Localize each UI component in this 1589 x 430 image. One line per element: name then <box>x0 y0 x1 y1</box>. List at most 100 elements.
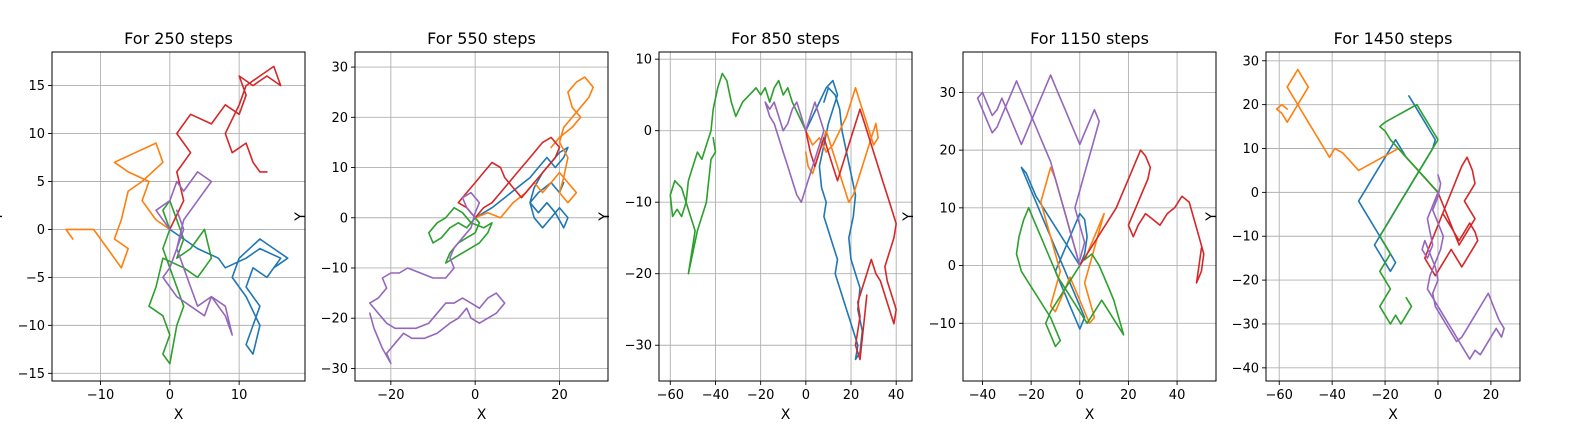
y-tick-label: 10 <box>939 201 956 216</box>
x-tick-label: 10 <box>231 388 248 403</box>
walk-line-1 <box>805 79 864 361</box>
x-tick-label: 0 <box>802 388 810 403</box>
x-axis-label: X <box>1085 407 1095 423</box>
walk-line-3 <box>148 199 213 365</box>
y-tick-label: −20 <box>1232 274 1259 289</box>
walk-line-5 <box>976 74 1100 267</box>
walk-series-group <box>669 72 897 361</box>
y-tick-label: −20 <box>625 267 652 282</box>
y-tick-label: −5 <box>26 271 45 286</box>
walk-line-4 <box>1079 149 1205 284</box>
walk-line-1 <box>1020 166 1088 330</box>
axes-frame <box>354 51 609 382</box>
y-tick-label: 10 <box>28 127 45 142</box>
x-tick-label: 0 <box>471 388 479 403</box>
subplot-5: −60 −40 −20 0 20 −40 −30 −20 −10 0 10 20 30 For 1450 … <box>1204 29 1521 423</box>
y-tick-label: 0 <box>1251 186 1259 201</box>
walk-line-2 <box>805 87 879 203</box>
walk-series-group <box>369 76 594 365</box>
x-tick-label: 0 <box>166 388 174 403</box>
axes-frame <box>962 51 1217 382</box>
x-tick-label: 0 <box>1076 388 1084 403</box>
x-tick-label: 20 <box>551 388 568 403</box>
y-tick-label: 10 <box>1242 142 1259 157</box>
walk-line-5 <box>155 171 233 336</box>
y-axis-label: Y <box>597 212 613 222</box>
x-tick-label: −20 <box>1371 388 1398 403</box>
x-tick-label: −40 <box>1318 388 1345 403</box>
y-axis-label: Y <box>0 212 6 222</box>
subplot-3: −60 −40 −20 0 20 40 −30 −20 −10 0 10 For 850 steps X… <box>597 29 913 423</box>
y-tick-label: −40 <box>1232 361 1259 376</box>
walk-series-group <box>976 74 1205 348</box>
y-tick-label: 20 <box>1242 98 1259 113</box>
y-axis-label: Y <box>1204 212 1220 222</box>
x-tick-label: 20 <box>1120 388 1137 403</box>
walk-line-3 <box>1015 207 1125 348</box>
walk-line-2 <box>1275 68 1439 194</box>
y-tick-label: 0 <box>37 223 45 238</box>
subplot-title: For 1150 steps <box>1030 29 1149 48</box>
x-tick-label: 40 <box>1169 388 1186 403</box>
x-tick-label: −20 <box>1017 388 1044 403</box>
x-tick-label: −10 <box>87 388 114 403</box>
x-tick-label: 0 <box>1434 388 1442 403</box>
walk-series-group <box>1275 68 1505 360</box>
y-tick-label: 10 <box>331 161 348 176</box>
x-tick-label: −20 <box>747 388 774 403</box>
y-tick-label: 0 <box>948 259 956 274</box>
y-tick-label: 30 <box>1242 54 1259 69</box>
y-tick-label: −30 <box>321 362 348 377</box>
y-tick-label: −10 <box>18 319 45 334</box>
x-tick-label: −40 <box>702 388 729 403</box>
x-tick-label: 20 <box>1483 388 1500 403</box>
y-tick-label: −15 <box>18 367 45 382</box>
x-tick-label: −60 <box>1266 388 1293 403</box>
y-tick-label: −10 <box>1232 230 1259 245</box>
y-tick-label: 10 <box>635 53 652 68</box>
subplot-title: For 550 steps <box>427 29 536 48</box>
walk-line-1 <box>474 146 569 229</box>
y-tick-label: 30 <box>331 61 348 76</box>
walk-line-3 <box>1379 103 1439 325</box>
subplot-title: For 1450 steps <box>1334 29 1453 48</box>
subplot-title: For 250 steps <box>124 29 233 48</box>
x-axis-label: X <box>174 407 184 423</box>
walk-line-4 <box>169 65 282 231</box>
y-tick-label: 0 <box>644 124 652 139</box>
y-tick-label: 20 <box>331 111 348 126</box>
walk-line-2 <box>65 142 171 269</box>
y-tick-label: −10 <box>929 317 956 332</box>
x-tick-label: −60 <box>657 388 684 403</box>
y-tick-label: −30 <box>625 339 652 354</box>
y-tick-label: −30 <box>1232 317 1259 332</box>
x-tick-label: −20 <box>377 388 404 403</box>
y-tick-label: −10 <box>625 196 652 211</box>
walk-line-5 <box>369 191 506 365</box>
walk-series-group <box>65 65 289 365</box>
y-tick-label: 5 <box>37 175 45 190</box>
walk-line-4 <box>457 136 561 219</box>
subplot-title: For 850 steps <box>731 29 840 48</box>
walk-line-1 <box>169 228 289 355</box>
walk-line-3 <box>669 72 807 275</box>
y-tick-label: 20 <box>939 144 956 159</box>
x-axis-label: X <box>1388 407 1398 423</box>
subplot-1: −10 0 10 −15 −10 −5 0 5 10 15 For 250 steps X Y <box>0 29 306 423</box>
walk-line-5 <box>764 101 825 203</box>
axes-frame <box>658 51 913 382</box>
axes-frame <box>51 51 306 382</box>
y-tick-label: 15 <box>28 79 45 94</box>
x-tick-label: 20 <box>843 388 860 403</box>
walk-line-4 <box>805 108 897 361</box>
subplot-2: −20 0 20 −30 −20 −10 0 10 20 30 For 550 steps X Y <box>293 29 609 423</box>
x-axis-label: X <box>781 407 791 423</box>
y-tick-label: −10 <box>321 261 348 276</box>
walk-line-5 <box>1421 174 1505 360</box>
walk-line-4 <box>1424 156 1479 277</box>
y-axis-label: Y <box>901 212 917 222</box>
y-tick-label: −20 <box>321 312 348 327</box>
axes-frame <box>1265 51 1521 382</box>
